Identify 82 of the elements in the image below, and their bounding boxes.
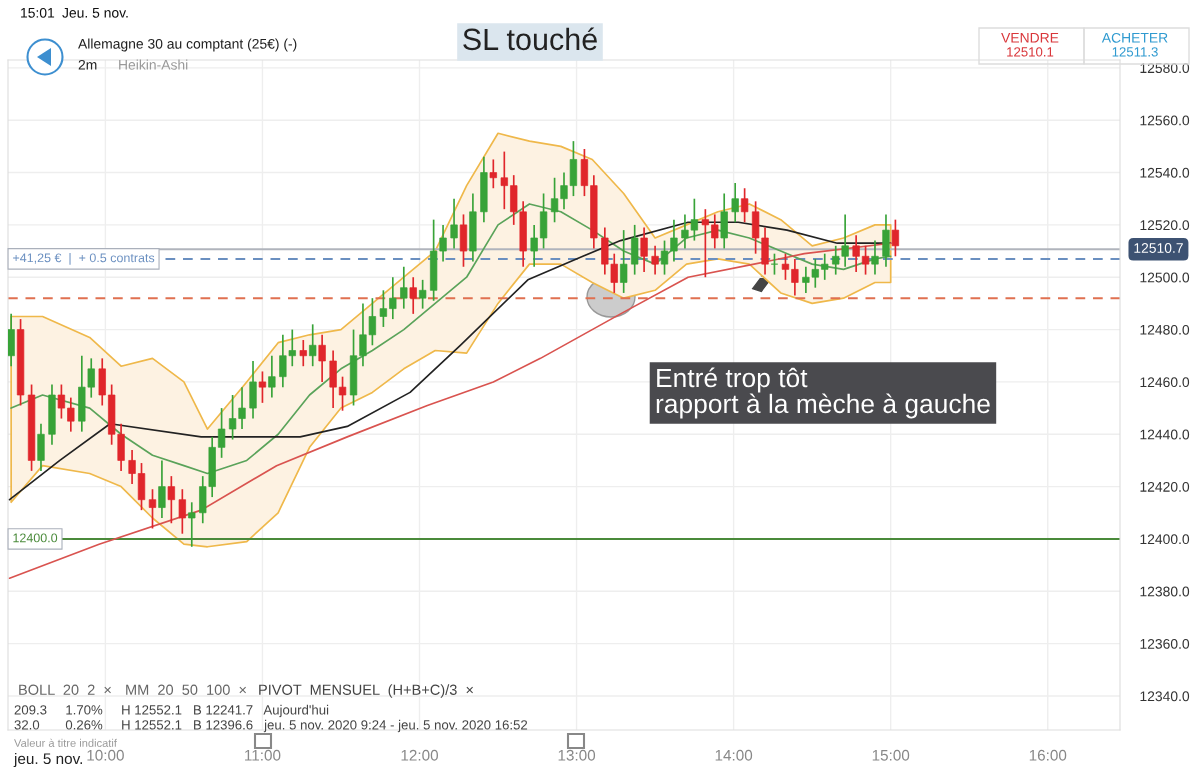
- text: jeu. 5 nov.: [13, 752, 82, 768]
- candlestick: [651, 244, 659, 276]
- annotation: 32.0 0.26% H 12552.1 B 12396.6 jeu. 5 nov. 2020 9:24 - jeu. 5 nov. 2020 16:52: [14, 719, 528, 733]
- y-tick-label: 12360.0: [1140, 638, 1190, 649]
- candlestick: [258, 370, 267, 404]
- candlestick: [128, 449, 136, 485]
- candlestick: [731, 182, 739, 224]
- y-tick-label: 12380.0: [1140, 586, 1190, 597]
- candlestick: [640, 226, 648, 273]
- candlestick: [419, 279, 427, 310]
- candlestick: [861, 244, 870, 276]
- annotation: Heikin-Ashi: [119, 59, 188, 70]
- text: 15:01: [21, 7, 55, 18]
- candlestick: [178, 488, 186, 535]
- annotation: PIVOT MENSUEL (H+B+C)/3 ×: [259, 684, 473, 698]
- ref-line-label: +41,25 € | + 0.5 contrats: [13, 253, 155, 265]
- candlestick: [217, 407, 226, 459]
- candlestick: [268, 354, 276, 399]
- candlestick: [791, 258, 799, 297]
- candlestick: [450, 197, 458, 250]
- candlestick: [660, 239, 669, 276]
- candlestick: [409, 276, 417, 315]
- candlestick: [57, 383, 66, 420]
- y-tick-label: 12400.0: [1140, 534, 1190, 545]
- candlestick: [821, 252, 829, 281]
- candlestick: [530, 224, 538, 268]
- candlestick: [891, 218, 900, 258]
- x-tick-label: 12:00: [401, 749, 439, 761]
- annotation: Entré trop tôt rapport à la mèche à gauche: [656, 367, 990, 419]
- text: ACHETER: [1101, 32, 1168, 43]
- y-tick-label: 12520.0: [1140, 220, 1190, 231]
- candlestick: [701, 208, 709, 279]
- chart-title: SL touché: [463, 27, 597, 51]
- x-tick-label: 11:00: [245, 749, 281, 761]
- candlestick: [338, 375, 347, 412]
- candlestick: [852, 234, 860, 273]
- y-tick-label: 12440.0: [1140, 429, 1190, 440]
- annotation: 2m: [78, 59, 97, 70]
- candlestick: [309, 323, 317, 368]
- y-tick-label: 12500.0: [1140, 272, 1190, 283]
- ref-line-label: 12400.0: [13, 533, 58, 543]
- text: Allemagne 30 au comptant (25€) (-): [78, 38, 297, 52]
- text: 12511.3: [1112, 47, 1158, 57]
- y-tick-label: 12480.0: [1140, 324, 1190, 335]
- text: Valeur à titre indicatif: [14, 738, 117, 747]
- annotation: BOLL 20 2 ×: [19, 684, 111, 695]
- text: Jeu. 5 nov.: [62, 8, 128, 18]
- y-tick-label: 12540.0: [1140, 167, 1190, 178]
- candlestick: [740, 187, 749, 224]
- y-tick-label: 12340.0: [1140, 691, 1190, 702]
- x-tick-label: 14:00: [715, 749, 753, 761]
- text: 12510.1: [1007, 47, 1054, 57]
- candlestick: [67, 396, 75, 433]
- y-tick-label: 12460.0: [1140, 377, 1190, 388]
- x-tick-label: 10:00: [87, 749, 124, 761]
- candlestick: [620, 229, 628, 294]
- y-tick-label: 12420.0: [1140, 481, 1190, 492]
- candlestick: [188, 501, 196, 548]
- candlestick: [871, 239, 879, 276]
- candlestick: [500, 150, 508, 211]
- ref-line-label: 12510.7: [1134, 243, 1183, 253]
- x-tick-label: 13:00: [558, 749, 596, 761]
- candlestick: [318, 333, 326, 383]
- candlestick: [379, 289, 388, 328]
- candlestick: [711, 213, 719, 250]
- candlestick: [770, 252, 779, 276]
- x-tick-label: 16:00: [1029, 749, 1067, 761]
- candlestick: [389, 276, 397, 320]
- annotation: 209.3 1.70% H 12552.1 B 12241.7 Aujourd'hui: [14, 704, 329, 718]
- y-tick-label: 12580.0: [1140, 63, 1190, 74]
- candlestick: [158, 459, 166, 519]
- x-tick-label: 15:00: [872, 749, 910, 761]
- candlestick: [781, 252, 790, 281]
- annotation: MM 20 50 100 ×: [126, 684, 246, 695]
- y-tick-label: 12560.0: [1140, 115, 1190, 126]
- candlestick: [167, 475, 175, 525]
- candlestick: [670, 218, 678, 263]
- text: VENDRE: [1001, 33, 1059, 43]
- candlestick: [400, 265, 408, 310]
- candlestick: [299, 339, 307, 368]
- candlestick: [489, 158, 497, 190]
- candlestick: [148, 488, 157, 530]
